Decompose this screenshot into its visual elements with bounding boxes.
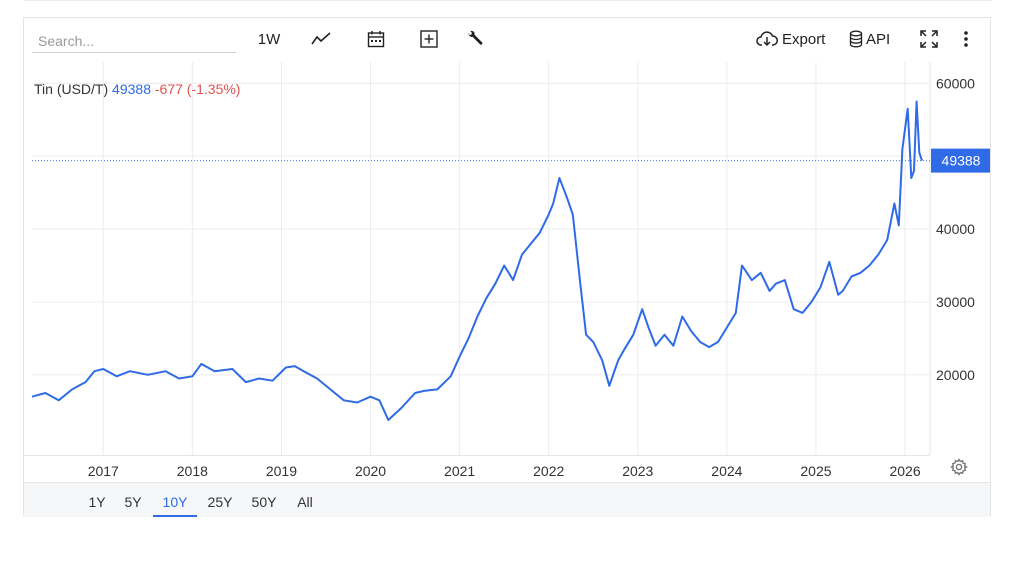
gear-icon (950, 458, 968, 480)
line-chart-button[interactable] (307, 26, 335, 52)
chart-legend: Tin (USD/T) 49388 -677 (-1.35%) (34, 81, 240, 97)
x-tick-label: 2023 (622, 463, 653, 479)
range-button-10y[interactable]: 10Y (153, 483, 197, 517)
x-tick-label: 2020 (355, 463, 386, 479)
wrench-icon (466, 30, 484, 48)
chart-container: 1W Export (23, 17, 991, 517)
plus-box-icon (420, 30, 438, 48)
range-button-all[interactable]: All (297, 494, 313, 510)
x-tick-label: 2019 (266, 463, 297, 479)
x-tick-label: 2025 (800, 463, 831, 479)
x-tick-label: 2017 (88, 463, 119, 479)
fullscreen-button[interactable] (916, 26, 942, 52)
calendar-icon (367, 30, 385, 48)
x-tick-label: 2024 (711, 463, 742, 479)
price-series-line (31, 100, 923, 421)
x-tick-label: 2021 (444, 463, 475, 479)
api-button[interactable]: API (849, 26, 899, 52)
range-button-1y[interactable]: 1Y (88, 494, 106, 510)
line-chart-icon (311, 32, 331, 46)
last-price-badge (931, 148, 991, 173)
date-range-button[interactable] (362, 26, 390, 52)
chart-area: 20000 30000 40000 60000 2017 2018 2019 2020 2021… (24, 62, 991, 482)
interval-label: 1W (257, 30, 281, 48)
price-chart[interactable]: 20000 30000 40000 60000 2017 2018 2019 2020 2021… (24, 62, 991, 482)
more-menu-button[interactable] (954, 26, 978, 52)
chart-toolbar: 1W Export (24, 18, 990, 62)
indicators-button[interactable] (461, 26, 489, 52)
more-vertical-icon (963, 30, 969, 48)
top-divider (24, 0, 992, 1)
y-tick-label: 30000 (936, 294, 975, 310)
range-button-50y[interactable]: 50Y (251, 494, 277, 510)
legend-series-name: Tin (USD/T) (34, 81, 109, 97)
legend-price: 49388 (112, 81, 151, 97)
export-label: Export (782, 30, 826, 48)
range-button-5y[interactable]: 5Y (124, 494, 142, 510)
x-tick-label: 2026 (889, 463, 920, 479)
x-tick-label: 2018 (177, 463, 208, 479)
interval-button[interactable]: 1W (252, 26, 286, 52)
range-button-25y[interactable]: 25Y (207, 494, 233, 510)
range-selector: 1Y 5Y 10Y 25Y 50Y All (24, 482, 990, 517)
y-tick-label: 20000 (936, 367, 975, 383)
y-tick-label: 60000 (936, 75, 975, 91)
x-tick-label: 2022 (533, 463, 564, 479)
export-button[interactable]: Export (756, 26, 832, 52)
fullscreen-icon (920, 30, 938, 48)
cloud-download-icon (756, 31, 778, 47)
search-input[interactable] (32, 30, 236, 53)
legend-change: -677 (-1.35%) (154, 81, 241, 97)
y-tick-label: 40000 (936, 221, 975, 237)
compare-button[interactable] (415, 26, 443, 52)
database-icon (849, 30, 863, 48)
last-price-label: 49388 (942, 153, 981, 169)
settings-button[interactable] (950, 458, 970, 478)
api-label: API (866, 30, 891, 48)
